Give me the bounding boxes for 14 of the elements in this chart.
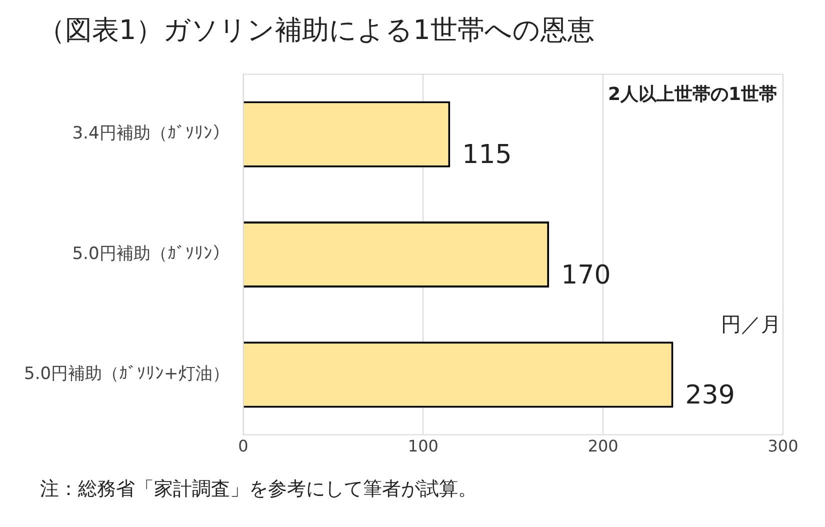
data-label: 170 (561, 260, 611, 290)
y-tick-label: 5.0円補助（ｶﾞｿﾘﾝ+灯油） (24, 364, 230, 384)
x-tick-label: 100 (408, 436, 438, 456)
y-tick-label: 5.0円補助（ｶﾞｿﾘﾝ） (72, 244, 230, 264)
x-tick-label: 200 (588, 436, 618, 456)
data-label: 239 (685, 380, 735, 410)
x-tick-label: 300 (768, 436, 798, 456)
x-tick-label: 0 (238, 436, 248, 456)
text: 注：総務省「家計調査」を参考にして筆者が試算。 (40, 477, 477, 502)
annotation: 円／月 (721, 312, 781, 336)
annotation: 2人以上世帯の1世帯 (608, 84, 777, 105)
chart-title: （図表1）ガソリン補助による1世帯への恩恵 (38, 14, 594, 48)
data-label: 115 (462, 140, 512, 170)
y-tick-label: 3.4円補助（ｶﾞｿﾘﾝ） (72, 124, 230, 144)
